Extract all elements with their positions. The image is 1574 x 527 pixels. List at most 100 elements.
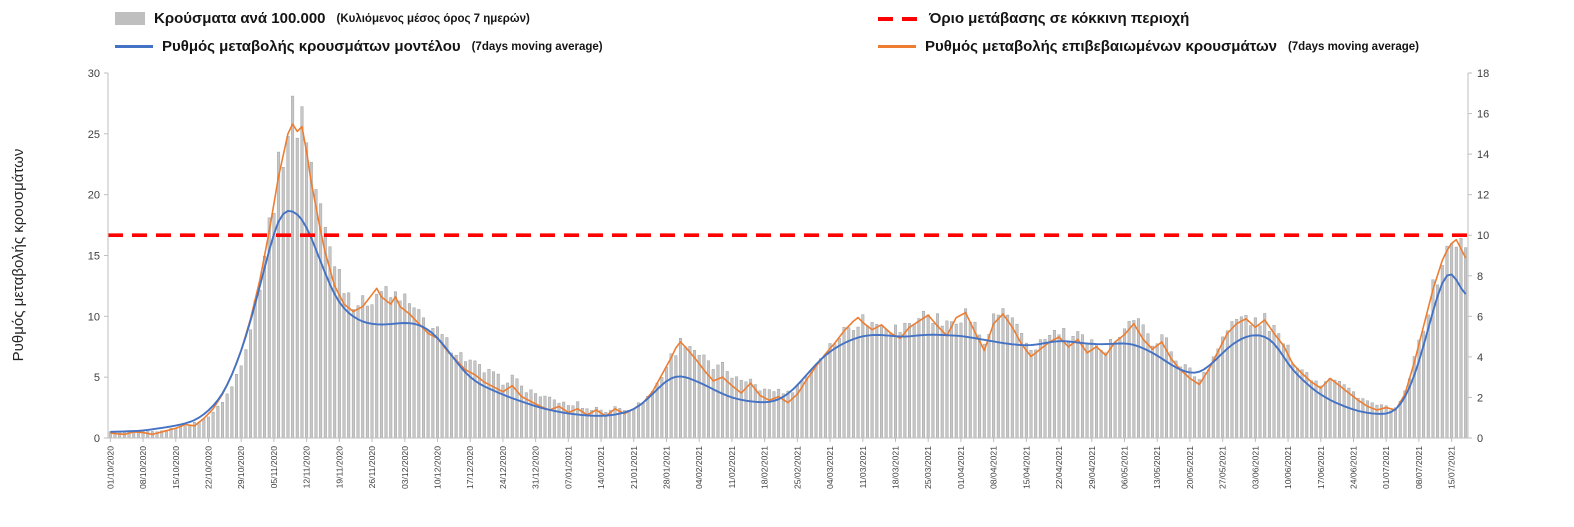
daily-bar [716,364,720,439]
daily-bar [1029,349,1033,439]
daily-bar [1417,339,1421,439]
daily-bar [253,300,257,439]
daily-bar [1085,342,1089,439]
legend-item-red-threshold: Όριο μετάβασης σε κόκκινη περιοχή [878,10,1189,27]
daily-bar [1258,325,1262,439]
daily-bar [492,371,496,439]
daily-bar [823,356,827,439]
daily-bar [735,376,739,439]
left-axis-tick-label: 10 [88,311,100,323]
daily-bar [940,325,944,439]
daily-bar [566,405,570,439]
legend-note: (7days moving average) [1287,40,1419,53]
daily-bar [576,401,580,439]
x-axis-date-label: 24/12/2020 [498,446,508,489]
right-axis-tick-label: 14 [1477,149,1489,161]
daily-bar [510,374,514,439]
daily-bar [375,293,379,439]
x-axis-date-label: 11/03/2021 [858,446,868,489]
daily-bar [1127,321,1131,439]
daily-bar [1099,350,1103,439]
daily-bar [211,411,215,439]
x-axis-date-label: 20/05/2021 [1185,446,1195,489]
daily-bar [506,382,510,439]
daily-bar [230,386,234,439]
daily-bar [1459,238,1463,439]
daily-bar [912,323,916,439]
daily-bar [1338,380,1341,439]
daily-bar [431,328,435,439]
x-axis-date-label: 03/12/2020 [400,446,410,489]
daily-bar [281,167,285,439]
red-dash-swatch-icon [878,16,920,21]
x-axis-date-label: 18/02/2021 [760,446,770,489]
x-axis-date-label: 14/01/2021 [596,446,606,489]
daily-bar [861,314,865,439]
daily-bar [426,330,430,439]
daily-bar [244,349,248,439]
x-axis-date-label: 04/02/2021 [694,446,704,489]
daily-bar [361,295,365,439]
daily-bar [622,410,626,439]
daily-bar [945,320,949,439]
daily-bar [936,313,940,439]
daily-bar [1066,340,1070,439]
daily-bar [1155,343,1159,439]
daily-bar [445,337,449,439]
daily-bar [1384,405,1388,439]
x-axis-date-label: 07/01/2021 [563,446,573,489]
x-axis-date-label: 26/11/2020 [367,446,377,489]
daily-bar [758,390,762,439]
daily-bar [1291,363,1295,439]
legend-item-model-rate: Ρυθμός μεταβολής κρουσμάτων μοντέλου (7d… [115,38,603,55]
legend-label: Κρούσματα ανά 100.000 [154,10,326,27]
daily-bar [1193,376,1197,439]
daily-bar [1244,315,1248,439]
right-axis-tick-label: 16 [1477,109,1489,121]
axes: 0 5 10 15 20 25 30 0 2 4 6 8 10 12 14 16 18 01/10/2020 08/… [88,68,1490,489]
legend-note: (Κυλιόμενος μέσος όρος 7 ημερών) [336,12,530,25]
daily-bar [1052,330,1056,439]
daily-bar [305,142,309,439]
daily-bar [1398,400,1402,439]
daily-bar [309,161,313,439]
x-axis-date-label: 28/01/2021 [661,446,671,489]
daily-bar [1132,320,1136,439]
daily-bar [178,426,182,439]
daily-bar [188,425,192,439]
daily-bar [702,354,706,439]
daily-bar [594,406,598,439]
daily-bar [454,354,458,439]
daily-bar [926,314,930,439]
daily-bar [286,135,290,439]
daily-bar [753,384,757,439]
x-axis-date-label: 29/10/2020 [236,446,246,489]
x-axis-date-label: 12/11/2020 [302,446,312,489]
x-axis-date-label: 10/06/2021 [1283,446,1293,489]
daily-bar [697,355,701,439]
x-axis-date-label: 19/11/2020 [334,446,344,489]
x-axis-date-label: 11/02/2021 [727,446,737,489]
daily-bar [118,431,122,439]
daily-bar [1137,318,1140,439]
daily-bar [1450,243,1454,439]
legend-note: (7days moving average) [471,40,603,53]
daily-bar [534,393,538,439]
model-rate-line [110,209,1467,433]
gray-bar-swatch-icon [115,12,145,25]
x-axis-date-label: 15/07/2021 [1447,446,1457,489]
daily-bar [669,353,673,439]
daily-bar [627,410,631,439]
daily-bar [1267,331,1271,439]
daily-bar [422,317,425,439]
right-axis-tick-label: 10 [1477,230,1489,242]
daily-bar [478,364,482,439]
daily-bar [908,323,911,439]
daily-bar [1024,342,1028,439]
daily-bar [739,379,743,439]
daily-bar [749,378,753,439]
daily-bar [1454,246,1458,439]
daily-bar [978,334,982,439]
left-axis-tick-label: 20 [88,190,100,202]
daily-bar [207,416,210,439]
